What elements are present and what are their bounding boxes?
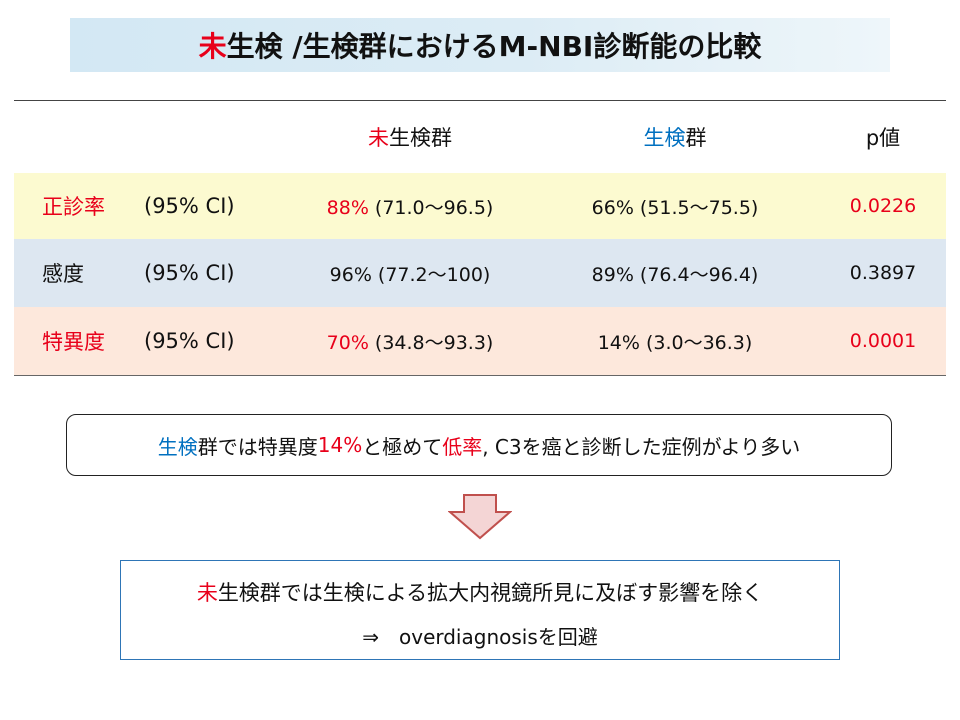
- group2-value: 66% (51.5～75.5): [591, 196, 759, 219]
- down-arrow-icon: [448, 494, 512, 540]
- group1-value: 88% (71.0～96.5): [326, 196, 494, 219]
- row-ci-label: (95% CI): [144, 329, 235, 353]
- p-value: 0.3897: [849, 262, 917, 284]
- slide-title: 未生検 /生検群におけるM-NBI診断能の比較: [70, 18, 890, 72]
- table-row-accuracy: 正診率 (95% CI) 88% (71.0～96.5) 66% (51.5～75…: [14, 173, 946, 239]
- group1-value: 96% (77.2～100): [329, 263, 491, 286]
- group1-value: 70% (34.8～93.3): [326, 331, 494, 354]
- row-name: 正診率: [42, 195, 105, 219]
- row-label: 正診率 (95% CI): [14, 191, 290, 221]
- title-red-char: 未: [198, 30, 227, 63]
- conclusion-line-1: 未生検群では生検による拡大内視鏡所見に及ぼす影響を除く: [196, 581, 764, 605]
- row-ci-label: (95% CI): [144, 194, 235, 218]
- group2-value: 89% (76.4～96.4): [591, 263, 759, 286]
- p-value: 0.0001: [849, 330, 917, 352]
- header-group1: 未生検群: [368, 126, 452, 150]
- header-group2: 生検群: [643, 126, 707, 150]
- group2-value: 14% (3.0～36.3): [597, 331, 753, 354]
- conclusion-line-2: ⇒ overdiagnosisを回避: [362, 625, 598, 649]
- header-p-value: p値: [865, 126, 901, 150]
- row-name: 感度: [42, 262, 84, 286]
- table-row-sensitivity: 感度 (95% CI) 96% (77.2～100) 89% (76.4～96.4…: [14, 239, 946, 307]
- row-label: 感度 (95% CI): [14, 258, 290, 288]
- finding-note-box: 生検 群では特異度 14% と極めて 低率, C3を癌と診断した症例がより多い: [66, 414, 892, 476]
- row-ci-label: (95% CI): [144, 261, 235, 285]
- row-name: 特異度: [42, 330, 105, 354]
- table-header-row: 未生検群 生検群 p値: [14, 101, 946, 173]
- conclusion-box: 未生検群では生検による拡大内視鏡所見に及ぼす影響を除く ⇒ overdiagno…: [120, 560, 840, 660]
- table-row-specificity: 特異度 (95% CI) 70% (34.8～93.3) 14% (3.0～36.…: [14, 307, 946, 375]
- title-text: 生検 /生検群におけるM-NBI診断能の比較: [226, 30, 762, 63]
- comparison-table: 未生検群 生検群 p値 正診率 (95% CI) 88% (71.0～96.5) …: [14, 100, 946, 376]
- p-value: 0.0226: [849, 195, 917, 217]
- row-label: 特異度 (95% CI): [14, 326, 290, 356]
